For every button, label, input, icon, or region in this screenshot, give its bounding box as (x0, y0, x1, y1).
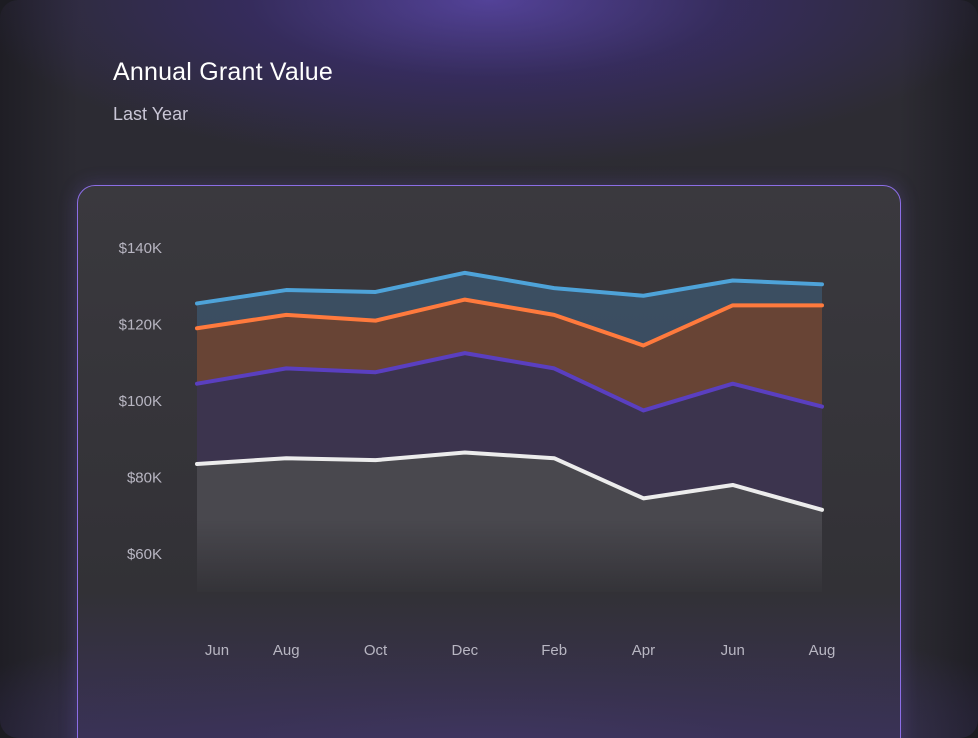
x-axis: Jun Aug Oct Dec Feb Apr Jun Aug (205, 642, 835, 659)
y-axis: $140K $120K $100K $80K $60K (119, 240, 162, 563)
x-tick-label: Apr (632, 642, 655, 659)
x-tick-label: Aug (273, 642, 300, 659)
series-lines (195, 270, 824, 512)
card-title: Annual Grant Value (113, 58, 333, 86)
series-line-1 (195, 270, 824, 306)
series-line-3 (195, 351, 824, 413)
x-tick-label: Dec (452, 642, 479, 659)
y-tick-label: $60K (127, 546, 162, 563)
x-tick-label: Jun (721, 642, 745, 659)
area-fill-4 (197, 452, 822, 592)
x-tick-label: Oct (364, 642, 388, 659)
area-fills (197, 272, 822, 592)
series-line-4 (195, 450, 824, 512)
y-tick-label: $80K (127, 469, 162, 486)
y-tick-label: $120K (119, 316, 162, 333)
x-tick-label: Jun (205, 642, 229, 659)
x-tick-label: Feb (541, 642, 567, 659)
y-tick-label: $140K (119, 240, 162, 257)
x-tick-label: Aug (809, 642, 836, 659)
y-tick-label: $100K (119, 393, 162, 410)
series-line-2 (195, 297, 824, 348)
card-subtitle: Last Year (113, 104, 189, 124)
